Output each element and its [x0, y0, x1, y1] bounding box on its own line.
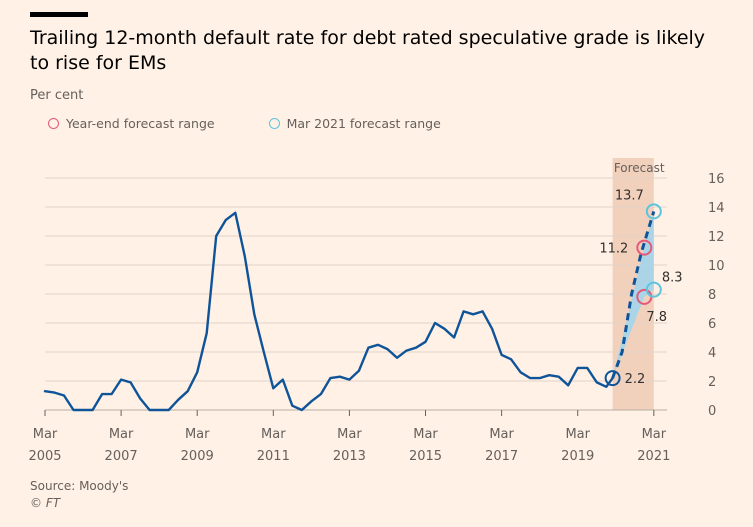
y-tick-label: 14 — [708, 201, 725, 216]
y-tick-label: 0 — [708, 404, 716, 419]
data-label: 8.3 — [662, 271, 683, 286]
forecast-label: Forecast — [614, 161, 665, 175]
x-tick-label-year: 2007 — [105, 449, 138, 464]
y-tick-label: 10 — [708, 259, 725, 274]
x-tick-label-month: Mar — [337, 427, 362, 442]
x-tick-label-month: Mar — [33, 427, 58, 442]
x-tick-label-month: Mar — [413, 427, 438, 442]
y-tick-label: 2 — [708, 375, 716, 390]
header-rule — [30, 12, 88, 17]
y-tick-label: 4 — [708, 346, 716, 361]
line-chart: Forecast 0 2 4 6 8 10 12 14 16 Mar 2005 Mar 2007 Mar 20… — [28, 158, 725, 464]
mar-2021-circle-icon — [268, 118, 280, 129]
x-tick-label-year: 2021 — [637, 449, 670, 464]
x-tick-label-year: 2015 — [409, 449, 442, 464]
x-tick-label-month: Mar — [261, 427, 286, 442]
copyright-text: © FT — [30, 496, 61, 510]
marker-mar-2021 — [645, 203, 662, 220]
y-tick-label: 8 — [708, 288, 716, 303]
x-tick-label-month: Mar — [185, 427, 210, 442]
marker-mar-2021 — [645, 281, 662, 298]
data-label: 2.2 — [625, 372, 646, 387]
marker-year-end — [636, 239, 653, 256]
source-note: Source: Moody's © FT — [30, 478, 128, 512]
legend-label-mar-2021: Mar 2021 forecast range — [286, 116, 441, 131]
x-tick-label-year: 2019 — [561, 449, 594, 464]
chart-title: Trailing 12-month default rate for debt … — [30, 27, 706, 74]
y-tick-label: 6 — [708, 317, 716, 332]
data-label: 7.8 — [646, 310, 667, 325]
x-tick-label-year: 2011 — [257, 449, 290, 464]
x-tick-label-year: 2005 — [28, 449, 61, 464]
x-tick-label-year: 2017 — [485, 449, 518, 464]
x-tick-label-month: Mar — [565, 427, 590, 442]
legend-item-mar-2021: Mar 2021 forecast range — [268, 116, 441, 131]
x-tick-label-month: Mar — [642, 427, 667, 442]
forecast-line — [611, 210, 656, 379]
x-tick-label-year: 2009 — [181, 449, 214, 464]
year-end-circle-icon — [48, 118, 59, 129]
marker-now — [604, 370, 621, 387]
default-rate-line — [43, 211, 614, 412]
data-label: 13.7 — [615, 188, 644, 203]
y-tick-label: 16 — [708, 172, 725, 187]
x-tick-label-month: Mar — [489, 427, 514, 442]
forecast-range-fill — [612, 211, 654, 379]
legend: Year-end forecast range Mar 2021 forecas… — [48, 116, 491, 132]
x-tick-label-month: Mar — [109, 427, 134, 442]
chart-subtitle: Per cent — [30, 88, 84, 103]
data-label: 11.2 — [599, 242, 628, 257]
legend-item-year-end: Year-end forecast range — [48, 116, 215, 131]
legend-label-year-end: Year-end forecast range — [66, 116, 215, 131]
x-tick-label-year: 2013 — [333, 449, 366, 464]
source-text: Source: Moody's — [30, 479, 129, 493]
y-tick-label: 12 — [708, 230, 725, 245]
